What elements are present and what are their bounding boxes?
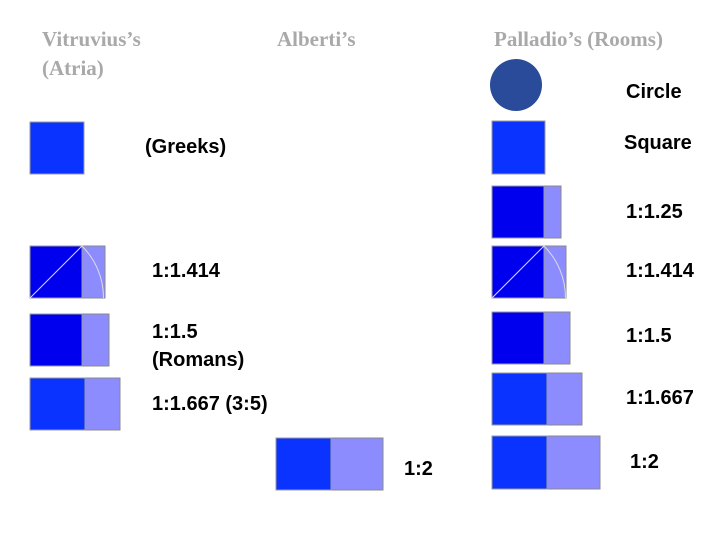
label: 1:1.5 (Romans) (152, 321, 245, 371)
header: Alberti’s (277, 27, 356, 51)
square (491, 185, 545, 239)
circle (490, 59, 542, 111)
header: Vitruvius’s (Atria) (42, 27, 141, 80)
rect-light (81, 313, 110, 367)
label: 1:1.25 (626, 201, 683, 223)
diagonal (491, 245, 545, 299)
square (491, 372, 548, 426)
rect-light (543, 245, 567, 299)
rect-light (81, 245, 106, 299)
label: 1:1.5 (626, 325, 672, 347)
arc (543, 245, 567, 299)
label: 1:2 (404, 458, 433, 480)
square (29, 121, 85, 175)
rect-light (543, 185, 562, 239)
rect-light (546, 372, 583, 426)
square (491, 120, 546, 175)
label: 1:1.414 (152, 260, 220, 282)
label: 1:1.667 (3:5) (152, 393, 268, 415)
label: Square (624, 132, 692, 154)
square (29, 377, 86, 431)
rect-light (543, 311, 571, 365)
rect-light (84, 377, 121, 431)
rect-light (546, 435, 601, 490)
square (491, 311, 545, 365)
square (491, 435, 548, 490)
square (29, 313, 83, 367)
label: 1:1.414 (626, 260, 694, 282)
label: 1:1.667 (626, 387, 694, 409)
label: Circle (626, 81, 682, 103)
arc (81, 245, 105, 299)
label: (Greeks) (145, 136, 227, 158)
square (275, 437, 332, 491)
diagonal (29, 245, 83, 299)
label: 1:2 (630, 451, 659, 473)
header: Palladio’s (Rooms) (494, 27, 663, 51)
rect-light (330, 437, 384, 491)
